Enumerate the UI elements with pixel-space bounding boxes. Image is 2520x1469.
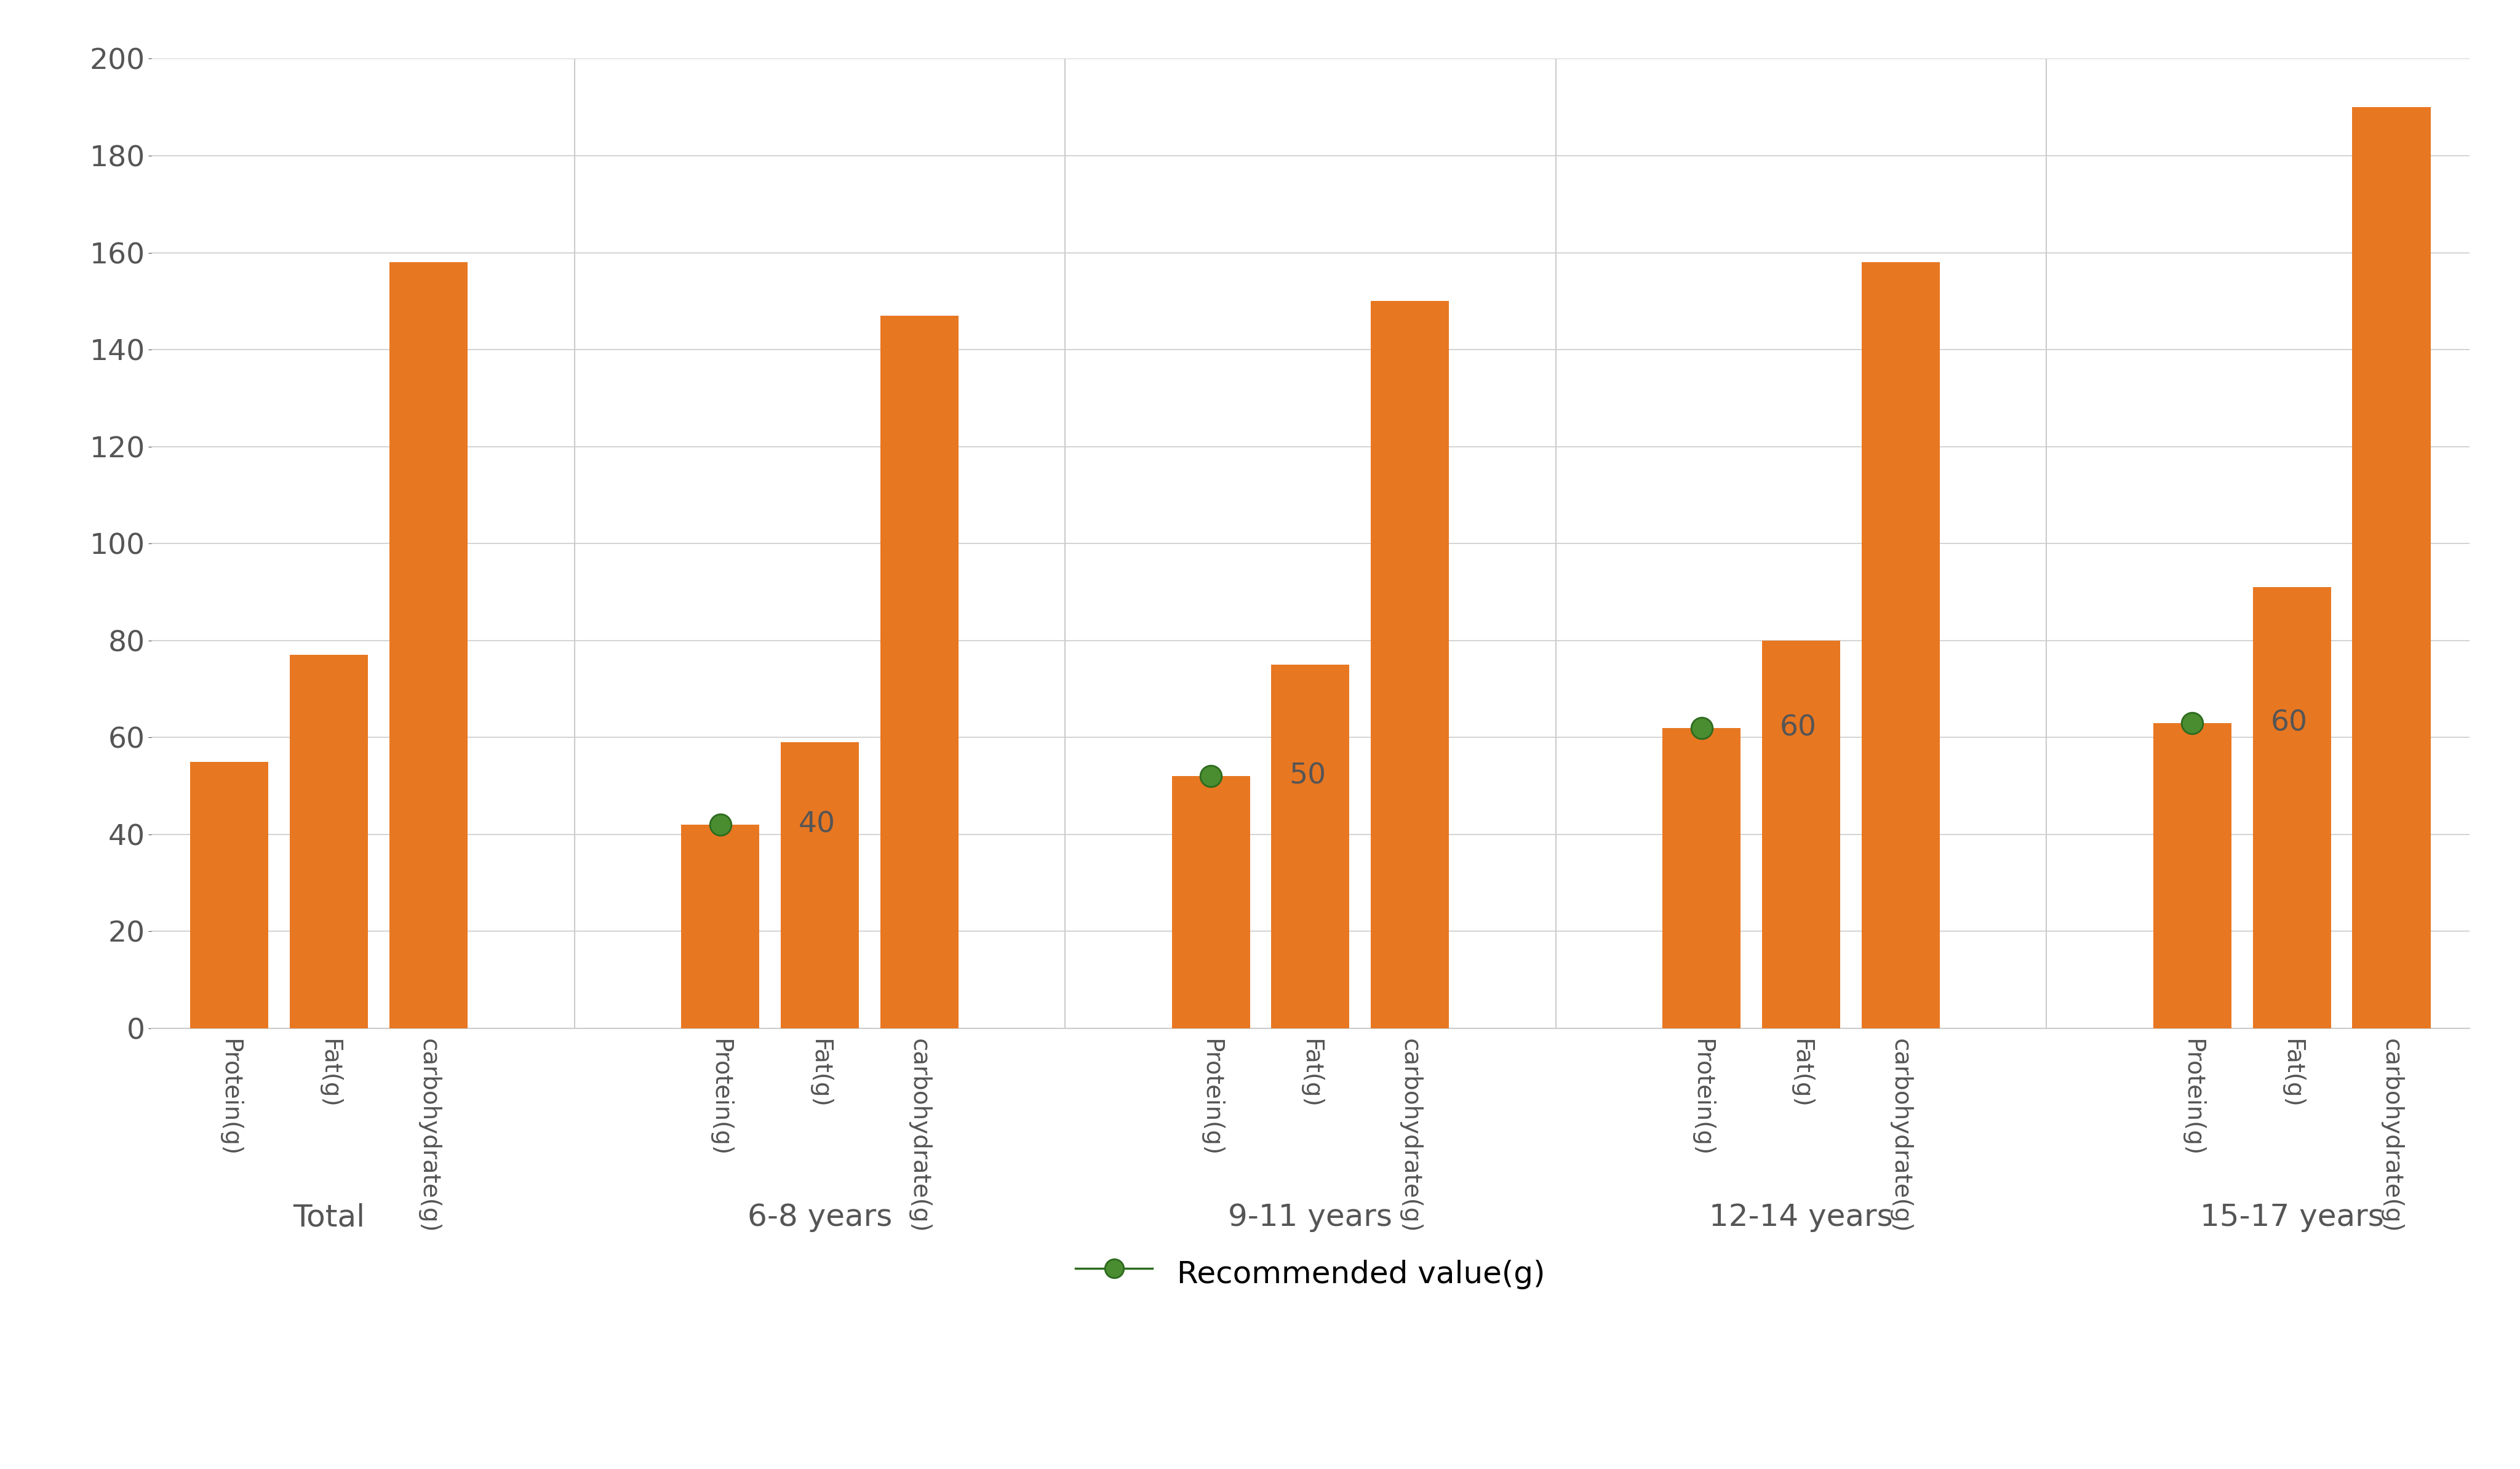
Text: Total: Total <box>292 1203 365 1232</box>
Bar <box>391 263 469 1028</box>
Bar <box>1761 640 1840 1028</box>
Bar <box>192 761 270 1028</box>
Bar <box>1270 664 1351 1028</box>
Bar <box>781 742 859 1028</box>
Bar <box>1371 301 1449 1028</box>
Bar <box>290 655 368 1028</box>
Bar <box>1172 776 1250 1028</box>
Bar <box>1862 263 1940 1028</box>
Bar <box>879 316 958 1028</box>
Bar <box>2253 588 2331 1028</box>
Bar <box>2152 723 2230 1028</box>
Bar <box>1663 727 1741 1028</box>
Text: 60: 60 <box>2271 710 2308 737</box>
Text: 60: 60 <box>1779 714 1817 742</box>
Legend: Recommended value(g): Recommended value(g) <box>1063 1241 1557 1304</box>
Text: 12-14 years: 12-14 years <box>1709 1203 1893 1232</box>
Text: 40: 40 <box>799 811 834 839</box>
Text: 6-8 years: 6-8 years <box>748 1203 892 1232</box>
Text: 15-17 years: 15-17 years <box>2200 1203 2384 1232</box>
Text: 50: 50 <box>1290 762 1326 790</box>
Text: 9-11 years: 9-11 years <box>1227 1203 1394 1232</box>
Bar <box>680 824 759 1028</box>
Bar <box>2351 107 2429 1028</box>
